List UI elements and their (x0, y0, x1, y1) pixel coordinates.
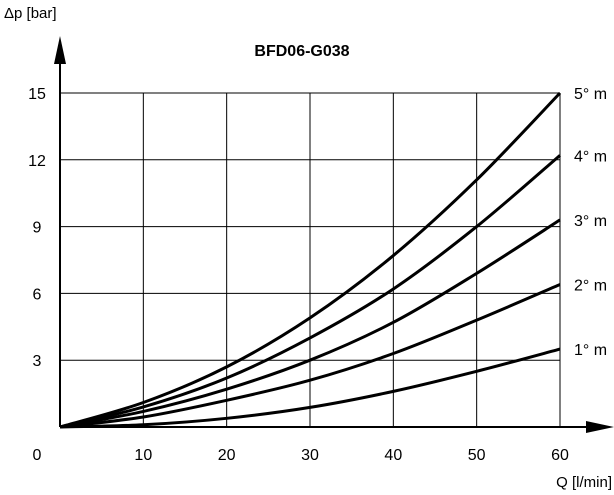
x-tick-label: 40 (384, 447, 402, 464)
series-label-3: 3° m (574, 213, 607, 230)
series-line-3 (59, 218, 561, 429)
series-labels: 1° m 2° m 3° m 4° m 5° m (574, 86, 607, 359)
x-tick-label: 30 (301, 447, 319, 464)
x-axis-arrow-icon (586, 421, 614, 433)
y-tick-label: 15 (28, 86, 46, 103)
grid (60, 92, 561, 427)
y-axis-arrow-icon (54, 36, 66, 64)
y-tick-label: 9 (33, 220, 42, 237)
x-tick-label: 50 (468, 447, 486, 464)
series-line-2 (59, 283, 561, 429)
y-tick-label: 6 (33, 286, 42, 303)
series-line-4 (59, 154, 561, 429)
series-line-1 (59, 347, 561, 429)
x-tick-label: 20 (218, 447, 236, 464)
chart-title: BFD06-G038 (254, 43, 349, 60)
series-label-5: 5° m (574, 86, 607, 103)
y-axis-title: Δp [bar] (4, 5, 57, 22)
tick-labels: 0 10 20 30 40 50 60 3 6 9 12 15 (28, 86, 569, 464)
axes (54, 36, 614, 433)
x-tick-label: 10 (134, 447, 152, 464)
x-tick-label: 60 (551, 447, 569, 464)
x-tick-label: 0 (33, 447, 42, 464)
x-axis-title: Q [l/min] (556, 474, 612, 491)
series-label-2: 2° m (574, 277, 607, 294)
y-tick-label: 12 (28, 153, 46, 170)
series (59, 91, 562, 429)
series-label-4: 4° m (574, 148, 607, 165)
series-label-1: 1° m (574, 342, 607, 359)
series-line-5 (59, 91, 562, 429)
y-tick-label: 3 (33, 353, 42, 370)
